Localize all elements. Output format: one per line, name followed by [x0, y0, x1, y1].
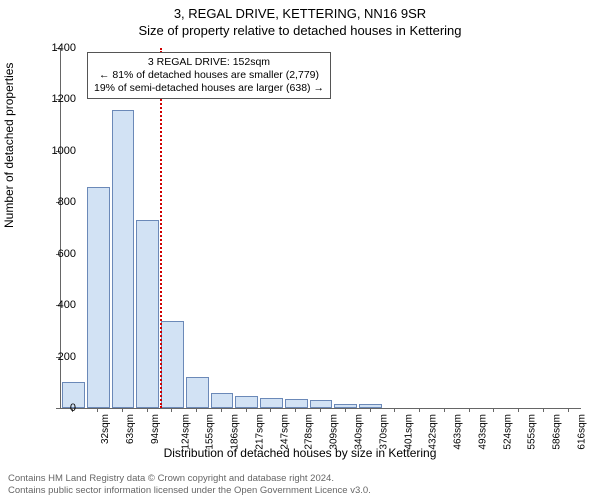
x-tick-mark: [171, 408, 172, 412]
x-tick-label: 63sqm: [125, 414, 136, 444]
y-tick-label: 0: [36, 402, 76, 414]
y-tick-label: 800: [36, 196, 76, 208]
y-tick-label: 1000: [36, 145, 76, 157]
reference-line: [160, 48, 162, 408]
histogram-bar: [310, 400, 333, 408]
y-tick-label: 1200: [36, 93, 76, 105]
x-tick-mark: [493, 408, 494, 412]
footer-attribution: Contains HM Land Registry data © Crown c…: [8, 473, 371, 496]
annotation-line: ← 81% of detached houses are smaller (2,…: [94, 69, 324, 82]
x-tick-label: 155sqm: [205, 414, 216, 450]
x-tick-label: 370sqm: [378, 414, 389, 450]
x-tick-mark: [320, 408, 321, 412]
x-tick-label: 124sqm: [180, 414, 191, 450]
y-tick-label: 200: [36, 351, 76, 363]
x-tick-mark: [370, 408, 371, 412]
histogram-bar: [235, 396, 258, 408]
x-tick-mark: [419, 408, 420, 412]
x-tick-mark: [221, 408, 222, 412]
x-tick-label: 309sqm: [329, 414, 340, 450]
x-tick-mark: [97, 408, 98, 412]
histogram-bar: [136, 220, 159, 408]
x-tick-mark: [270, 408, 271, 412]
x-tick-label: 340sqm: [354, 414, 365, 450]
x-tick-mark: [444, 408, 445, 412]
x-tick-label: 493sqm: [477, 414, 488, 450]
y-tick-label: 1400: [36, 42, 76, 54]
x-tick-mark: [147, 408, 148, 412]
x-tick-label: 278sqm: [304, 414, 315, 450]
histogram-bar: [161, 321, 184, 408]
x-tick-mark: [543, 408, 544, 412]
histogram-bar: [260, 398, 283, 408]
y-axis-label: Number of detached properties: [2, 63, 16, 228]
x-tick-label: 432sqm: [428, 414, 439, 450]
x-tick-mark: [246, 408, 247, 412]
chart-container: 3, REGAL DRIVE, KETTERING, NN16 9SR Size…: [0, 0, 600, 500]
annotation-line: 19% of semi-detached houses are larger (…: [94, 82, 324, 95]
histogram-bar: [87, 187, 110, 408]
histogram-bar: [112, 110, 135, 408]
x-tick-mark: [196, 408, 197, 412]
x-tick-label: 586sqm: [552, 414, 563, 450]
x-tick-label: 463sqm: [453, 414, 464, 450]
x-tick-label: 247sqm: [279, 414, 290, 450]
x-axis-label: Distribution of detached houses by size …: [0, 446, 600, 460]
x-tick-label: 217sqm: [255, 414, 266, 450]
y-tick-label: 600: [36, 248, 76, 260]
histogram-bar: [186, 377, 209, 408]
x-tick-mark: [295, 408, 296, 412]
plot-frame: 3 REGAL DRIVE: 152sqm← 81% of detached h…: [60, 48, 581, 409]
x-tick-label: 616sqm: [576, 414, 587, 450]
x-tick-mark: [518, 408, 519, 412]
x-tick-label: 555sqm: [527, 414, 538, 450]
x-tick-mark: [568, 408, 569, 412]
x-tick-label: 186sqm: [230, 414, 241, 450]
y-tick-label: 400: [36, 299, 76, 311]
histogram-bar: [285, 399, 308, 408]
annotation-box: 3 REGAL DRIVE: 152sqm← 81% of detached h…: [87, 52, 331, 99]
x-tick-label: 32sqm: [100, 414, 111, 444]
x-tick-label: 94sqm: [150, 414, 161, 444]
chart-title-subtitle: Size of property relative to detached ho…: [0, 21, 600, 38]
x-tick-mark: [345, 408, 346, 412]
x-tick-label: 401sqm: [403, 414, 414, 450]
x-tick-mark: [469, 408, 470, 412]
x-tick-mark: [122, 408, 123, 412]
footer-line-1: Contains HM Land Registry data © Crown c…: [8, 473, 371, 484]
plot-area: 3 REGAL DRIVE: 152sqm← 81% of detached h…: [60, 48, 580, 408]
x-tick-mark: [394, 408, 395, 412]
x-tick-label: 524sqm: [502, 414, 513, 450]
footer-line-2: Contains public sector information licen…: [8, 485, 371, 496]
histogram-bar: [211, 393, 234, 408]
annotation-line: 3 REGAL DRIVE: 152sqm: [94, 56, 324, 69]
chart-title-address: 3, REGAL DRIVE, KETTERING, NN16 9SR: [0, 0, 600, 21]
